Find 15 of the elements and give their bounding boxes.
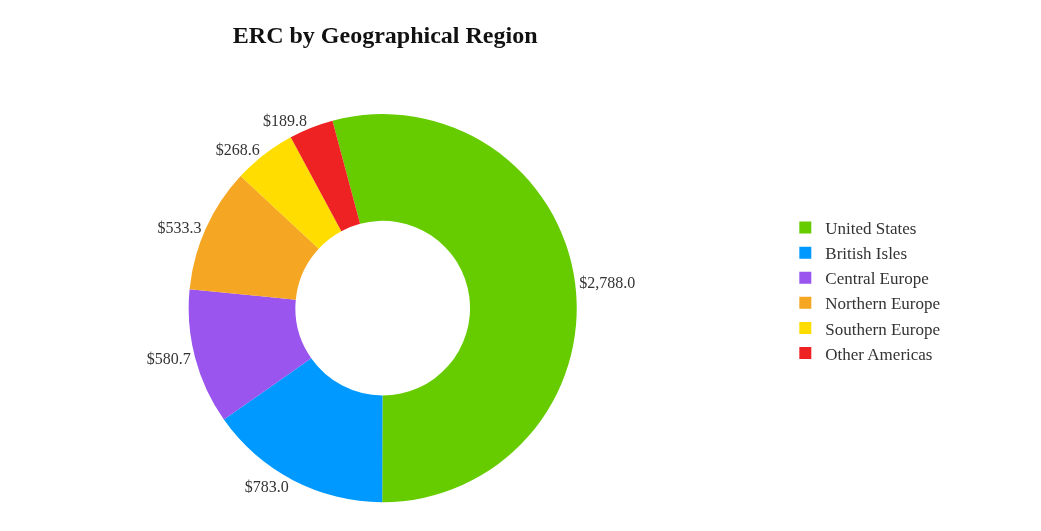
legend-label: Other Americas [825,344,933,364]
legend-label: Central Europe [825,269,929,289]
data-label: $783.0 [244,478,289,496]
legend-label: British Isles [825,244,908,264]
donut-slice [332,114,577,503]
donut-slice [223,358,383,503]
data-label: $2,788.0 [579,274,636,292]
chart-title: ERC by Geographical Region [232,22,538,49]
legend-label: United States [825,219,917,239]
legend-label: Northern Europe [825,294,941,314]
legend-label: Southern Europe [825,319,941,339]
data-label: $580.7 [146,349,191,367]
data-label: $533.3 [157,218,202,236]
data-label: $268.6 [215,140,260,158]
data-label: $189.8 [262,111,307,129]
